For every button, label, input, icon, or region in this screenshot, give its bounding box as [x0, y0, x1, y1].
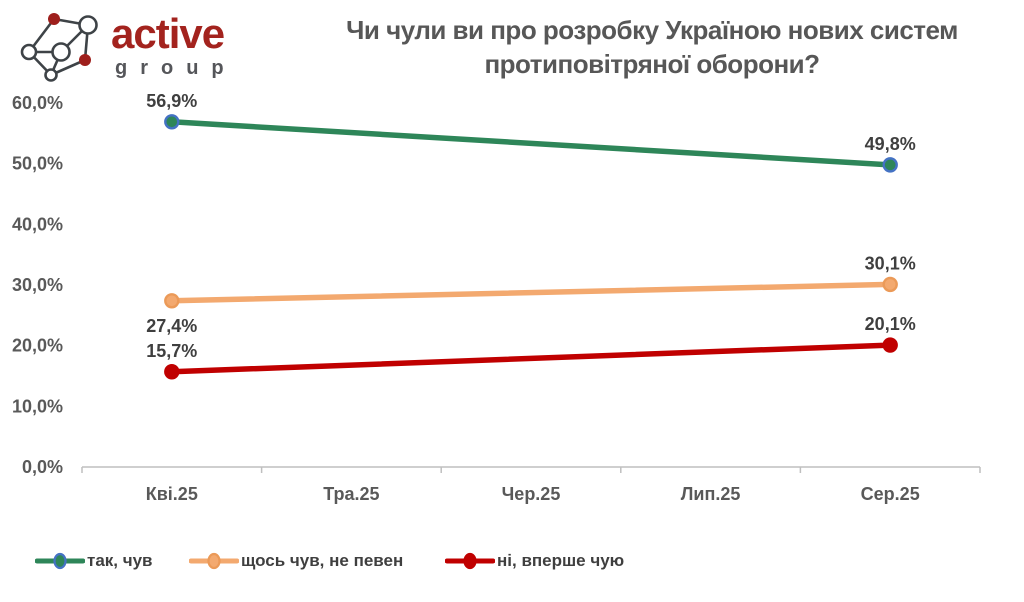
svg-text:15,7%: 15,7% [146, 341, 197, 361]
chart-title-line2: протиповітряної оборони? [484, 49, 820, 79]
svg-text:30,1%: 30,1% [865, 253, 916, 273]
legend-marker-orange [189, 552, 239, 570]
logo-brand-text: active [111, 10, 225, 57]
legend-item-ni-vpershe: ні, вперше чую [445, 551, 624, 571]
legend-item-tak-chuv: так, чув [35, 551, 153, 571]
svg-text:49,8%: 49,8% [865, 134, 916, 154]
logo-sub-text: group [115, 57, 237, 79]
legend-item-shchos-chuv: щось чув, не певен [189, 551, 403, 571]
svg-text:50,0%: 50,0% [12, 154, 63, 174]
svg-text:Кві.25: Кві.25 [146, 484, 198, 504]
svg-text:20,1%: 20,1% [865, 314, 916, 334]
svg-text:10,0%: 10,0% [12, 396, 63, 416]
legend-label: ні, вперше чую [497, 551, 625, 570]
svg-text:Чер.25: Чер.25 [502, 484, 561, 504]
svg-text:40,0%: 40,0% [12, 214, 63, 234]
svg-text:30,0%: 30,0% [12, 275, 63, 295]
svg-text:27,4%: 27,4% [146, 316, 197, 336]
chart-title-line1: Чи чули ви про розробку Україною нових с… [346, 15, 958, 45]
svg-text:Сер.25: Сер.25 [861, 484, 920, 504]
svg-text:Лип.25: Лип.25 [681, 484, 741, 504]
svg-text:20,0%: 20,0% [12, 336, 63, 356]
line-chart: 60,0% 50,0% 40,0% 30,0% 20,0% 10,0% 0,0% Кві.25… [12, 91, 981, 504]
legend-marker-green [35, 552, 85, 570]
chart-title: Чи чули ви про розробку Україною нових с… [280, 13, 1024, 81]
svg-text:0,0%: 0,0% [22, 457, 63, 477]
svg-text:Тра.25: Тра.25 [323, 484, 379, 504]
legend-marker-red [445, 552, 495, 570]
svg-text:56,9%: 56,9% [146, 91, 197, 111]
legend-label: щось чув, не певен [241, 551, 404, 570]
logo: active group [18, 2, 278, 86]
network-graph-icon [20, 13, 98, 82]
svg-text:60,0%: 60,0% [12, 93, 63, 113]
legend-label: так, чув [87, 551, 153, 570]
